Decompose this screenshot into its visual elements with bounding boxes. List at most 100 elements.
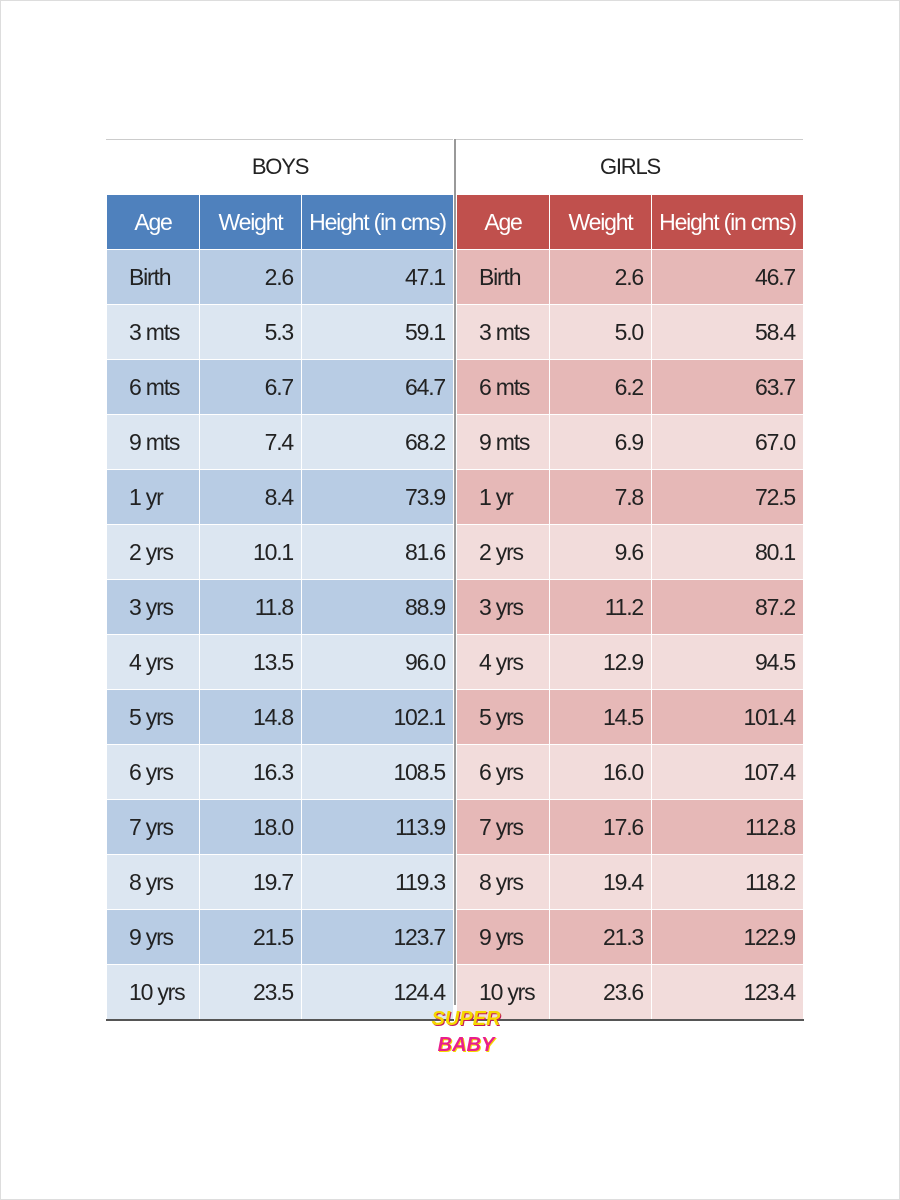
cell: 16.3 (199, 744, 302, 800)
header-row: Age Weight Height (in cms) (456, 194, 804, 250)
data-row: Birth 2.6 47.1 (106, 249, 455, 305)
data-row: 2 yrs 10.1 81.6 (106, 524, 455, 580)
cell: 113.9 (300, 799, 455, 855)
cell: 12.9 (549, 634, 652, 690)
cell: 6.9 (549, 414, 652, 470)
cell: 94.5 (651, 634, 804, 690)
column-header: Weight (549, 194, 652, 250)
cell: 14.8 (199, 689, 302, 745)
cell: Birth (456, 249, 550, 305)
cell: 4 yrs (456, 634, 550, 690)
cell: 59.1 (300, 304, 455, 360)
cell: 124.4 (300, 964, 455, 1021)
divider (454, 139, 456, 1005)
cell: 107.4 (651, 744, 804, 800)
cell: 112.8 (651, 799, 804, 855)
data-row: 8 yrs 19.7 119.3 (106, 854, 455, 910)
cell: Birth (106, 249, 200, 305)
cell: 9 mts (456, 414, 550, 470)
cell: 123.4 (651, 964, 804, 1021)
cell: 5 yrs (106, 689, 200, 745)
cell: 47.1 (300, 249, 455, 305)
cell: 81.6 (300, 524, 455, 580)
cell: 58.4 (651, 304, 804, 360)
column-header: Height (in cms) (651, 194, 804, 250)
cell: 23.6 (549, 964, 652, 1021)
cell: 3 yrs (456, 579, 550, 635)
cell: 5.3 (199, 304, 302, 360)
cell: 88.9 (300, 579, 455, 635)
cell: 10 yrs (106, 964, 200, 1021)
cell: 64.7 (300, 359, 455, 415)
cell: 13.5 (199, 634, 302, 690)
column-header: Age (456, 194, 550, 250)
column-header: Weight (199, 194, 302, 250)
cell: 108.5 (300, 744, 455, 800)
data-row: 6 yrs 16.3 108.5 (106, 744, 455, 800)
data-row: 5 yrs 14.8 102.1 (106, 689, 455, 745)
cell: 7.4 (199, 414, 302, 470)
cell: 8.4 (199, 469, 302, 525)
cell: 16.0 (549, 744, 652, 800)
cell: 19.7 (199, 854, 302, 910)
cell: 21.5 (199, 909, 302, 965)
cell: 96.0 (300, 634, 455, 690)
data-row: 6 yrs 16.0 107.4 (456, 744, 804, 800)
cell: 18.0 (199, 799, 302, 855)
data-row: 1 yr 8.4 73.9 (106, 469, 455, 525)
cell: 3 mts (456, 304, 550, 360)
data-row: 10 yrs 23.6 123.4 (456, 964, 804, 1021)
cell: 73.9 (300, 469, 455, 525)
data-row: 3 yrs 11.8 88.9 (106, 579, 455, 635)
data-row: Birth 2.6 46.7 (456, 249, 804, 305)
girls-table: GIRLS Age Weight Height (in cms) Birth 2.6 46.… (456, 139, 804, 1021)
cell: 122.9 (651, 909, 804, 965)
cell: 6 yrs (106, 744, 200, 800)
cell: 2.6 (549, 249, 652, 305)
table-title: GIRLS (456, 139, 804, 195)
cell: 119.3 (300, 854, 455, 910)
cell: 123.7 (300, 909, 455, 965)
data-row: 9 yrs 21.5 123.7 (106, 909, 455, 965)
cell: 2 yrs (456, 524, 550, 580)
data-row: 7 yrs 18.0 113.9 (106, 799, 455, 855)
table-title: BOYS (105, 139, 455, 195)
data-row: 3 yrs 11.2 87.2 (456, 579, 804, 635)
cell: 19.4 (549, 854, 652, 910)
data-row: 6 mts 6.2 63.7 (456, 359, 804, 415)
column-header: Age (106, 194, 200, 250)
cell: 1 yr (456, 469, 550, 525)
cell: 5 yrs (456, 689, 550, 745)
cell: 11.8 (199, 579, 302, 635)
cell: 68.2 (300, 414, 455, 470)
column-header: Height (in cms) (300, 194, 455, 250)
boys-table: BOYS Age Weight Height (in cms) Birth 2.6 47.1… (105, 139, 455, 1021)
cell: 8 yrs (106, 854, 200, 910)
cell: 23.5 (199, 964, 302, 1021)
cell: 7.8 (549, 469, 652, 525)
cell: 101.4 (651, 689, 804, 745)
data-row: 2 yrs 9.6 80.1 (456, 524, 804, 580)
cell: 3 yrs (106, 579, 200, 635)
data-row: 3 mts 5.0 58.4 (456, 304, 804, 360)
cell: 7 yrs (106, 799, 200, 855)
cell: 6 yrs (456, 744, 550, 800)
cell: 72.5 (651, 469, 804, 525)
cell: 63.7 (651, 359, 804, 415)
cell: 5.0 (549, 304, 652, 360)
cell: 11.2 (549, 579, 652, 635)
cell: 102.1 (300, 689, 455, 745)
cell: 3 mts (106, 304, 200, 360)
title-row: BOYS (105, 139, 455, 195)
cell: 7 yrs (456, 799, 550, 855)
cell: 9 yrs (106, 909, 200, 965)
data-row: 10 yrs 23.5 124.4 (106, 964, 455, 1021)
data-row: 6 mts 6.7 64.7 (106, 359, 455, 415)
data-row: 7 yrs 17.6 112.8 (456, 799, 804, 855)
cell: 6 mts (106, 359, 200, 415)
data-row: 9 mts 7.4 68.2 (106, 414, 455, 470)
cell: 87.2 (651, 579, 804, 635)
data-row: 4 yrs 13.5 96.0 (106, 634, 455, 690)
logo: SUPER BABY (421, 1006, 511, 1058)
